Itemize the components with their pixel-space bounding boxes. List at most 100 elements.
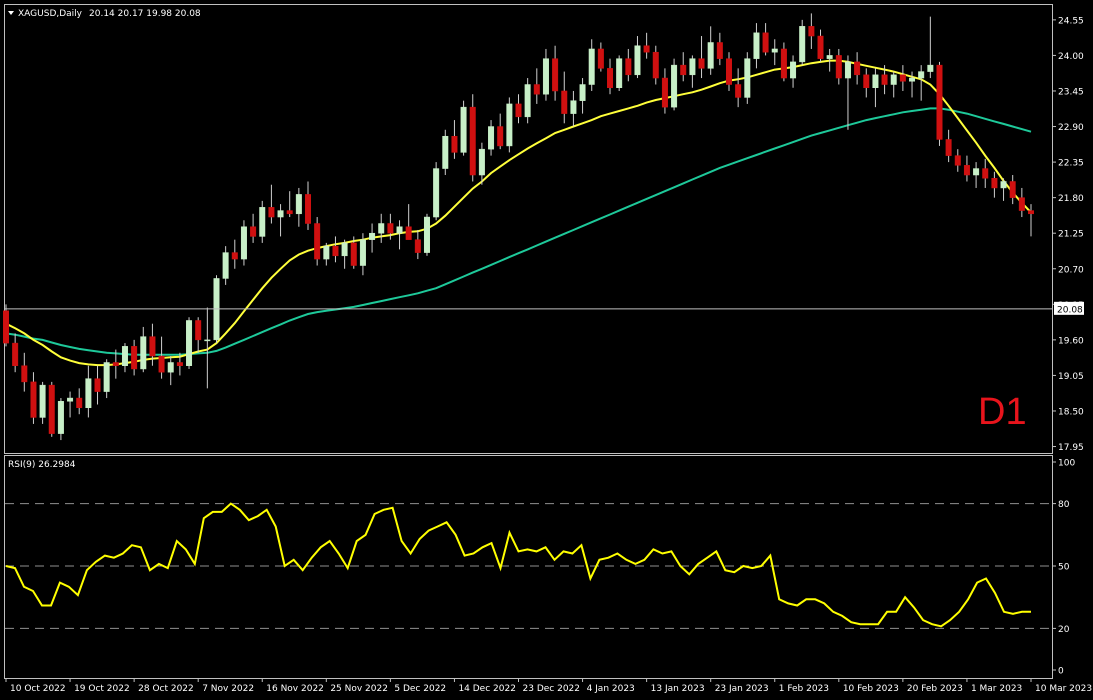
candle — [689, 55, 696, 88]
candle — [359, 233, 366, 276]
candle-body — [121, 346, 128, 366]
candle-body — [762, 32, 769, 53]
candle-body — [85, 378, 92, 408]
candle-body — [744, 58, 751, 98]
candle-body — [698, 58, 705, 69]
candle — [881, 65, 888, 95]
candle-body — [405, 226, 412, 240]
candle-body — [158, 355, 165, 373]
candle — [469, 94, 476, 182]
candle — [442, 129, 449, 176]
candle — [488, 120, 495, 156]
candle — [497, 113, 504, 150]
candle — [716, 32, 723, 66]
candle — [94, 365, 101, 405]
candle-body — [21, 365, 28, 383]
candle — [149, 323, 156, 366]
candle-body — [112, 362, 119, 366]
candle-body — [643, 45, 650, 53]
dropdown-triangle-icon[interactable] — [8, 11, 14, 15]
candle-body — [30, 381, 37, 418]
date-tick-label: 19 Oct 2022 — [74, 684, 130, 694]
candle — [76, 388, 83, 415]
candle — [744, 52, 751, 104]
price-tick-label: 18.50 — [1058, 407, 1084, 417]
candle — [314, 217, 321, 266]
candle — [103, 359, 110, 399]
candle-body — [844, 61, 851, 79]
candle-body — [323, 245, 330, 260]
candle-body — [305, 194, 312, 224]
candle — [854, 52, 861, 85]
candle-body — [478, 148, 485, 176]
candle — [643, 32, 650, 59]
chart-header[interactable]: XAGUSD,Daily 20.14 20.17 19.98 20.08 — [8, 9, 201, 19]
date-tick-label: 10 Feb 2023 — [843, 684, 899, 694]
candle-body — [671, 64, 678, 108]
candle-body — [918, 71, 925, 79]
candle-body — [67, 397, 74, 402]
candle-body — [497, 126, 504, 147]
candle — [478, 142, 485, 185]
candle-body — [863, 74, 870, 88]
candle-body — [195, 320, 202, 341]
candle — [872, 68, 879, 108]
candle — [195, 317, 202, 353]
candle-body — [625, 58, 632, 76]
symbol-label: XAGUSD,Daily — [18, 9, 83, 19]
ohlc-values: 20.14 20.17 19.98 20.08 — [89, 9, 201, 19]
candle — [341, 239, 348, 269]
candle — [671, 58, 678, 111]
candle-body — [488, 126, 495, 150]
candle-body — [597, 48, 604, 69]
candle-body — [771, 48, 778, 53]
candle — [48, 381, 55, 437]
candle-body — [982, 168, 989, 179]
price-tick-label: 22.35 — [1058, 159, 1084, 169]
price-tick-label: 19.60 — [1058, 336, 1084, 346]
candle-body — [680, 64, 687, 76]
candle — [423, 213, 430, 256]
candle-body — [735, 84, 742, 98]
candle-body — [387, 223, 394, 234]
candlestick-series — [3, 13, 1034, 441]
candle — [121, 343, 128, 373]
candle-body — [176, 362, 183, 366]
candle — [323, 242, 330, 266]
candle — [176, 352, 183, 376]
candle-body — [76, 397, 83, 408]
candle-body — [396, 226, 403, 234]
candle — [982, 158, 989, 188]
candle — [698, 36, 705, 79]
candle — [616, 55, 623, 91]
candle — [12, 333, 19, 373]
candle — [451, 120, 458, 159]
candle — [652, 45, 659, 85]
candle-body — [652, 51, 659, 79]
candle — [460, 100, 467, 156]
candle-body — [826, 55, 833, 59]
date-tick-label: 14 Dec 2022 — [458, 684, 516, 694]
candle-body — [854, 61, 861, 76]
candle-body — [661, 77, 668, 108]
candle — [259, 200, 266, 243]
rsi-tick-label: 50 — [1058, 563, 1070, 573]
candle-body — [186, 320, 193, 366]
candle-body — [899, 74, 906, 82]
price-panel-frame — [4, 4, 1053, 454]
candle-body — [231, 252, 238, 260]
candle-body — [268, 207, 275, 218]
candle-body — [725, 58, 732, 85]
price-tick-label: 17.95 — [1058, 443, 1084, 453]
rsi-tick-label: 100 — [1058, 459, 1075, 469]
candle — [735, 68, 742, 108]
candle — [780, 42, 787, 82]
candle-body — [369, 232, 376, 240]
candle-body — [423, 216, 430, 253]
rsi-indicator-label: RSI(9) 26.2984 — [8, 460, 76, 470]
candle-body — [808, 26, 815, 37]
candle-body — [277, 210, 284, 218]
candle — [533, 68, 540, 104]
candle — [250, 213, 257, 243]
